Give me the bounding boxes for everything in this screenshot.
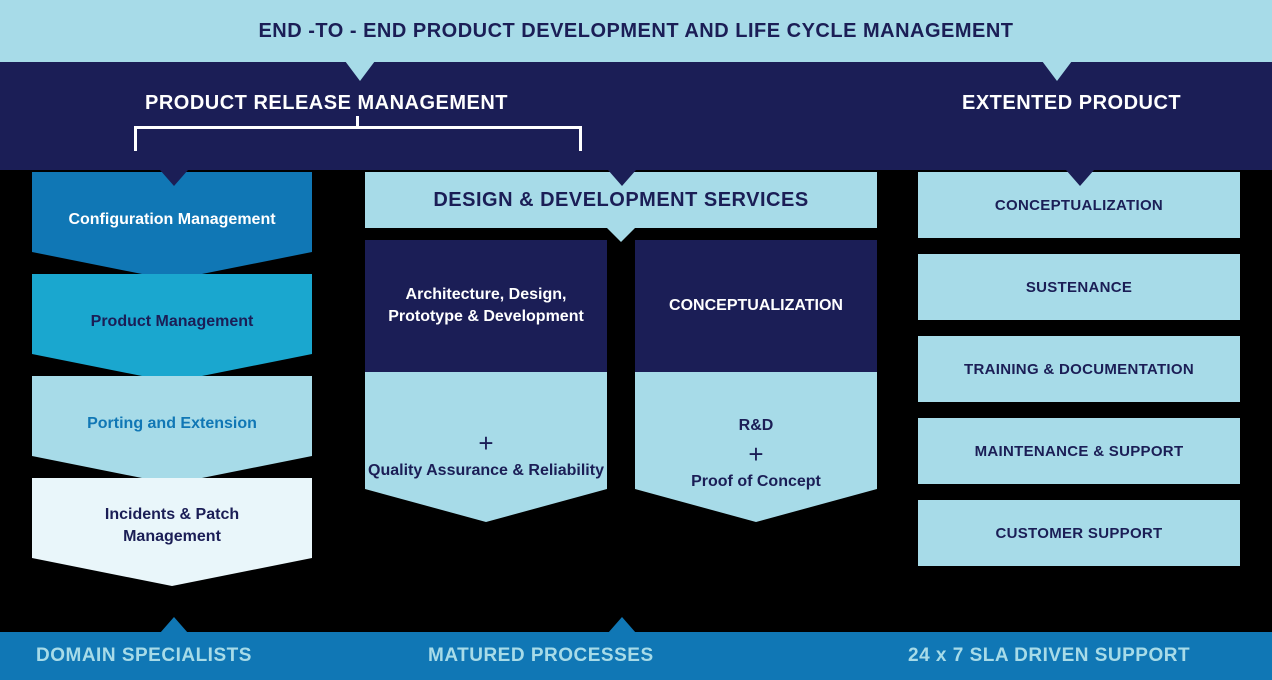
left-column: Configuration Management Product Managem… bbox=[32, 172, 312, 580]
middle-column: DESIGN & DEVELOPMENT SERVICES Architectu… bbox=[365, 172, 877, 522]
left-chevron: Configuration Management bbox=[32, 172, 312, 280]
right-column: CONCEPTUALIZATIONSUSTENANCETRAINING & DO… bbox=[918, 172, 1240, 566]
header-title: END -TO - END PRODUCT DEVELOPMENT AND LI… bbox=[258, 20, 1013, 43]
dds-bottom-label: R&D bbox=[739, 415, 774, 437]
arrow-down-icon bbox=[1066, 170, 1094, 186]
arrow-down-icon bbox=[1042, 61, 1072, 81]
left-chevron: Product Management bbox=[32, 274, 312, 382]
left-chevron: Porting and Extension bbox=[32, 376, 312, 484]
plus-icon: + bbox=[478, 430, 493, 456]
left-chevron-label: Incidents & Patch Management bbox=[68, 504, 276, 547]
arrow-down-icon bbox=[160, 170, 188, 186]
footer-label: 24 x 7 SLA DRIVEN SUPPORT bbox=[908, 645, 1190, 667]
dds-bottom: R&D + Proof of Concept bbox=[635, 372, 877, 522]
footer-band: DOMAIN SPECIALISTS MATURED PROCESSES 24 x … bbox=[0, 632, 1272, 680]
mid-title-right: EXTENTED PRODUCT bbox=[962, 92, 1181, 115]
dds-bottom: + Quality Assurance & Reliability bbox=[365, 372, 607, 522]
dds-top-label: Architecture, Design, Prototype & Develo… bbox=[365, 240, 607, 372]
arrow-down-icon bbox=[608, 170, 636, 186]
mid-title-left: PRODUCT RELEASE MANAGEMENT bbox=[145, 92, 508, 115]
dds-bottom-label: Proof of Concept bbox=[691, 471, 821, 493]
left-chevron-label: Product Management bbox=[91, 311, 254, 333]
arrow-down-icon bbox=[345, 61, 375, 81]
arrow-up-icon bbox=[608, 617, 636, 633]
plus-icon: + bbox=[748, 441, 763, 467]
left-chevron-label: Porting and Extension bbox=[87, 413, 257, 435]
dds-pair: Architecture, Design, Prototype & Develo… bbox=[365, 240, 877, 522]
right-list-item: CUSTOMER SUPPORT bbox=[918, 500, 1240, 566]
bracket-icon bbox=[134, 126, 582, 148]
footer-label: DOMAIN SPECIALISTS bbox=[36, 645, 252, 667]
right-list-item: MAINTENANCE & SUPPORT bbox=[918, 418, 1240, 484]
dds-top-label: CONCEPTUALIZATION bbox=[635, 240, 877, 372]
left-chevron-label: Configuration Management bbox=[68, 209, 275, 231]
right-list-item: SUSTENANCE bbox=[918, 254, 1240, 320]
arrow-up-icon bbox=[160, 617, 188, 633]
header-band: END -TO - END PRODUCT DEVELOPMENT AND LI… bbox=[0, 0, 1272, 62]
footer-label: MATURED PROCESSES bbox=[428, 645, 654, 667]
dds-bottom-label: Quality Assurance & Reliability bbox=[368, 460, 604, 482]
dds-box: CONCEPTUALIZATION R&D + Proof of Concept bbox=[635, 240, 877, 522]
bracket-stem bbox=[356, 116, 359, 126]
left-chevron: Incidents & Patch Management bbox=[32, 478, 312, 586]
right-list-item: TRAINING & DOCUMENTATION bbox=[918, 336, 1240, 402]
dds-box: Architecture, Design, Prototype & Develo… bbox=[365, 240, 607, 522]
mid-band: PRODUCT RELEASE MANAGEMENT EXTENTED PROD… bbox=[0, 62, 1272, 170]
content-area: Configuration Management Product Managem… bbox=[0, 172, 1272, 632]
